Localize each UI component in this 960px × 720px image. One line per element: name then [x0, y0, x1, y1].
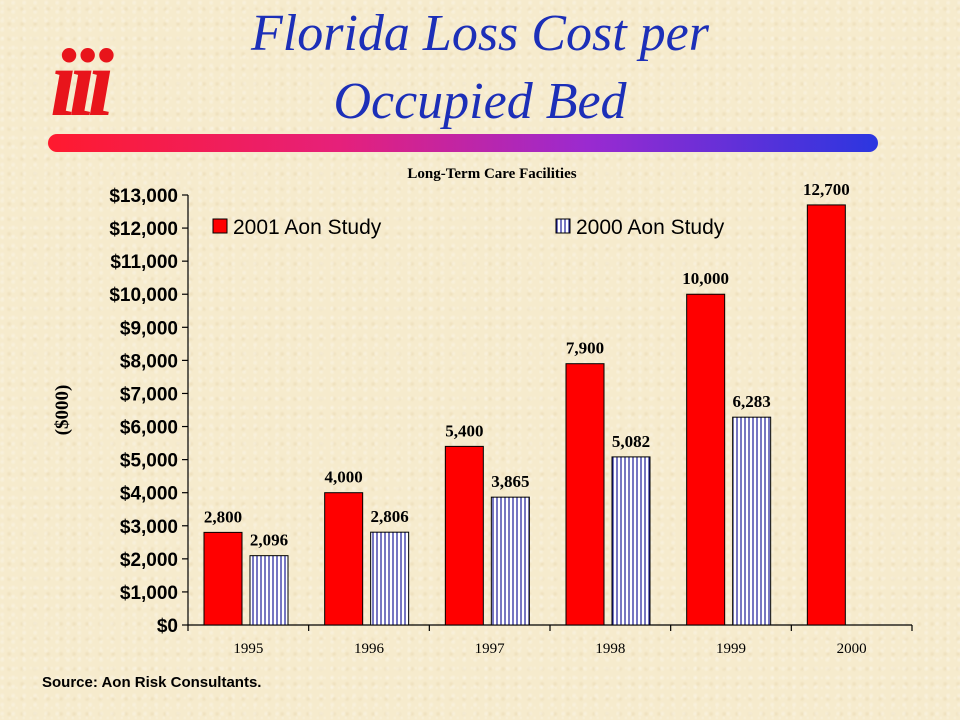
y-tick-label: $7,000 [120, 384, 178, 405]
legend-swatch-2001 [212, 218, 228, 234]
slide-title-line-2: Occupied Bed [333, 73, 627, 130]
legend-label: 2001 Aon Study [233, 216, 382, 239]
source-note: Source: Aon Risk Consultants. [42, 674, 262, 691]
bar-2001-1998 [565, 363, 605, 626]
y-tick-label: $11,000 [110, 252, 178, 273]
chart-bars: 2,800 4,000 5,400 7,900 10,000 12,700 2,096 2,8… [203, 180, 850, 626]
x-tick-label: 1999 [716, 641, 746, 657]
data-label: 6,283 [733, 392, 771, 411]
bar-2000-1999 [732, 416, 772, 626]
x-tick-label: 1995 [233, 641, 263, 657]
y-tick-label: $10,000 [109, 285, 178, 306]
chart-title: Long-Term Care Facilities [407, 166, 576, 182]
x-tick-label: 1997 [475, 641, 506, 657]
x-tick-label: 2000 [837, 641, 867, 657]
bar-2000-1998 [611, 456, 651, 626]
bar-2000-1996 [370, 531, 410, 626]
data-label: 2,806 [371, 507, 409, 526]
bar-2001-1996 [324, 492, 364, 626]
data-label: 3,865 [491, 472, 529, 491]
bar-2000-1997 [490, 496, 530, 626]
y-tick-label: $0 [157, 616, 178, 637]
y-tick-label: $13,000 [109, 186, 178, 207]
chart-axes: $0 $1,000 $2,000 $3,000 $4,000 $5,000 $6,000 $7… [109, 186, 913, 657]
y-tick-label: $12,000 [109, 219, 178, 240]
iii-logo: iii [50, 29, 114, 136]
chart-legend: 2001 Aon Study 2000 Aon Study [212, 216, 725, 239]
y-tick-label: $9,000 [120, 318, 178, 339]
data-label: 12,700 [803, 180, 850, 199]
bar-2001-1995 [203, 531, 243, 626]
y-tick-label: $5,000 [120, 451, 178, 472]
y-tick-label: $4,000 [120, 484, 178, 505]
legend-label: 2000 Aon Study [576, 216, 725, 239]
data-label: 5,400 [445, 421, 483, 440]
data-label: 5,082 [612, 432, 650, 451]
bar-2001-1999 [686, 293, 726, 626]
data-label: 4,000 [325, 468, 363, 487]
data-label: 7,900 [566, 339, 604, 358]
y-tick-label: $6,000 [120, 418, 178, 439]
y-tick-label: $8,000 [120, 351, 178, 372]
y-tick-label: $1,000 [120, 583, 178, 604]
x-tick-label: 1996 [354, 641, 385, 657]
legend-swatch-2000 [555, 218, 571, 234]
x-tick-label: 1998 [595, 641, 625, 657]
title-divider-bar [48, 134, 878, 152]
y-tick-label: $2,000 [120, 550, 178, 571]
bar-2001-2000 [806, 204, 846, 626]
data-label: 2,096 [250, 531, 288, 550]
bar-2001-1997 [444, 445, 484, 626]
data-label: 10,000 [682, 269, 729, 288]
y-axis-title: ($000) [52, 385, 73, 436]
data-label: 2,800 [204, 507, 242, 526]
slide-title-line-1: Florida Loss Cost per [251, 5, 709, 62]
bar-2000-1995 [249, 555, 289, 626]
y-tick-label: $3,000 [120, 517, 178, 538]
